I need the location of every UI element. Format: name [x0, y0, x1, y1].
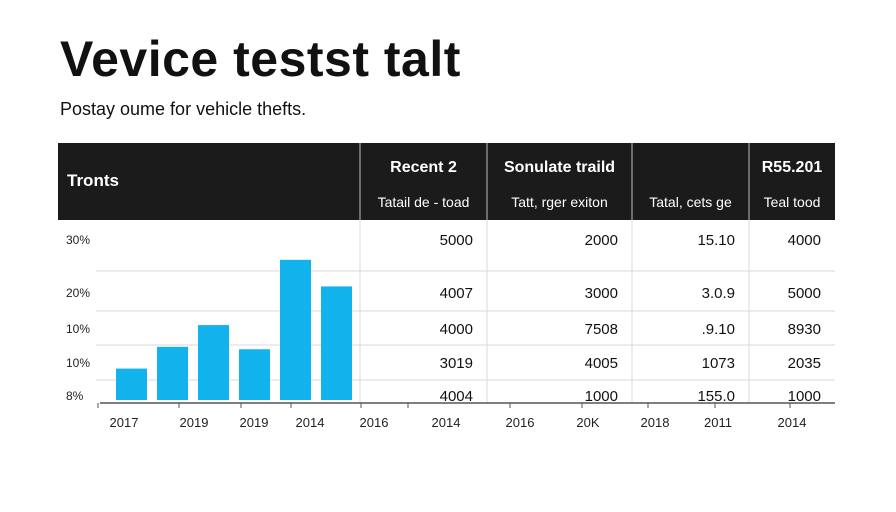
column-header-title: R55.201 [762, 159, 823, 176]
table-cell: 3019 [440, 355, 473, 372]
bar [157, 346, 188, 400]
table-cell: 4000 [440, 321, 473, 338]
table-cell: 7508 [585, 321, 618, 338]
page-subtitle: Postay oume for vehicle thefts. [60, 99, 307, 119]
table-cell: 1073 [702, 355, 735, 372]
x-axis-labels: 2017 2019 2019 2014 2016 2014 2016 20K 2018 2011 2… [110, 415, 807, 430]
column-header-subtitle: Tatail de - toad [378, 194, 470, 210]
table-cell: .9.10 [702, 321, 735, 338]
bar [116, 368, 147, 400]
column-header-title: Sonulate traild [504, 159, 615, 176]
table-cell: 5000 [788, 285, 821, 302]
y-tick-label: 20% [66, 286, 90, 300]
table-cell: 5000 [440, 232, 473, 249]
column-header-subtitle: Tatt, rger exiton [511, 194, 608, 210]
x-axis-label: 2011 [704, 415, 732, 430]
x-axis-label: 2017 [110, 415, 139, 430]
table-cell: 2000 [585, 232, 618, 249]
table-cell: 4000 [788, 232, 821, 249]
table-cell: 1000 [585, 388, 618, 405]
x-axis-label: 20K [576, 415, 599, 430]
table-cell: 2035 [788, 355, 821, 372]
table-cell: 4005 [585, 355, 618, 372]
column-header-title: Recent 2 [390, 159, 457, 176]
table-cell: 3.0.9 [702, 285, 735, 302]
x-axis-label: 2019 [240, 415, 269, 430]
bar-series [116, 259, 352, 400]
y-tick-label: 10% [66, 356, 90, 370]
bar [280, 259, 311, 400]
table-corner-label: Tronts [67, 171, 119, 190]
table-cell: 3000 [585, 285, 618, 302]
y-tick-label: 30% [66, 233, 90, 247]
bar [239, 349, 270, 400]
table-cell: 1000 [788, 388, 821, 405]
x-axis-label: 2016 [360, 415, 389, 430]
y-tick-label: 8% [66, 389, 84, 403]
column-header-subtitle: Tatal, cets ge [649, 194, 732, 210]
x-axis-label: 2014 [432, 415, 461, 430]
x-axis-label: 2014 [296, 415, 325, 430]
bar [198, 325, 229, 400]
bar [321, 286, 352, 400]
page-title: Vevice testst talt [60, 31, 461, 87]
x-axis-label: 2018 [641, 415, 670, 430]
table-header-background [58, 143, 835, 220]
table-cell: 8930 [788, 321, 821, 338]
column-header-subtitle: Teal tood [764, 194, 821, 210]
table-cell: 155.0 [697, 388, 735, 405]
table-cell: 4004 [440, 388, 473, 405]
table-cell: 15.10 [697, 232, 735, 249]
y-axis-ticks: 30% 20% 10% 10% 8% [66, 233, 90, 403]
table-header: Tronts Recent 2 Tatail de - toad Sonulate t… [58, 143, 835, 220]
x-axis-label: 2014 [778, 415, 807, 430]
y-tick-label: 10% [66, 322, 90, 336]
x-axis-label: 2019 [180, 415, 209, 430]
table-cell: 4007 [440, 285, 473, 302]
table-cells: 5000 2000 15.10 4000 4007 3000 3.0.9 5000 4000 75… [440, 232, 821, 405]
x-axis-label: 2016 [506, 415, 535, 430]
